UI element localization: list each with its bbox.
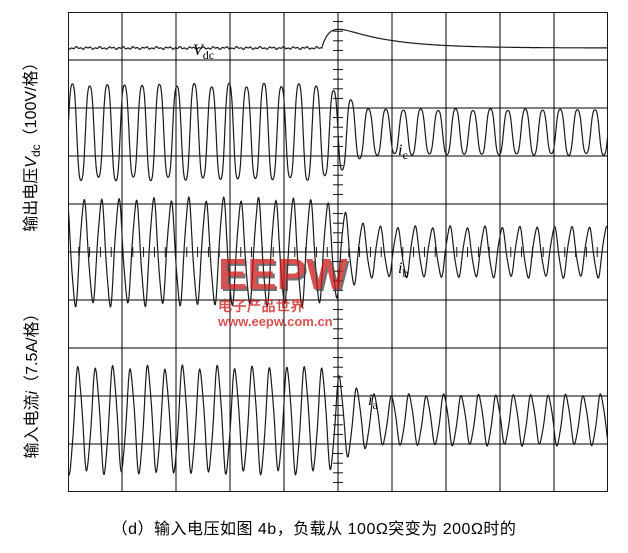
y-axis-label-voltage: 输出电压Vdc（100V/格） [17, 43, 43, 243]
figure-caption: （d）输入电压如图 4b，负载从 100Ω突变为 200Ω时的 [0, 515, 628, 539]
label-vdc: Vdc [193, 42, 214, 63]
label-ic: ic [398, 142, 408, 163]
figure-container: 输出电压Vdc（100V/格） 输入电流i（7.5A/格） EEPW EEPW … [0, 0, 628, 553]
label-ib: ib [398, 260, 408, 281]
watermark: EEPW EEPW 电子产品世界 www.eepw.com.cn [218, 250, 348, 329]
label-ia: ia [368, 392, 378, 413]
oscilloscope-plot: EEPW EEPW 电子产品世界 www.eepw.com.cn Vdc ic … [68, 12, 608, 492]
y-axis-label-current: 输入电流i（7.5A/格） [18, 282, 42, 482]
